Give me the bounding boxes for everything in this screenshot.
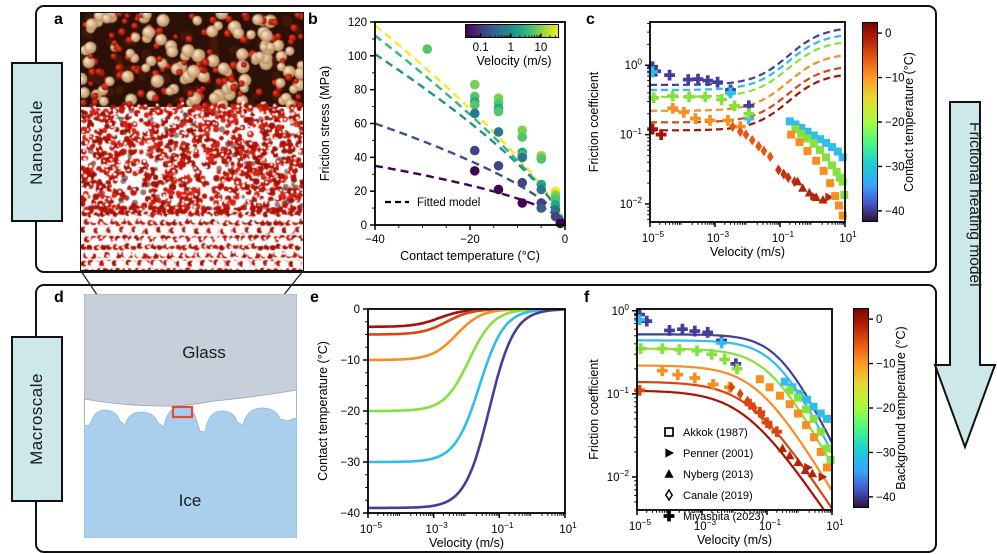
contact-temperature-colorbar (862, 22, 878, 222)
svg-text:10−3: 10−3 (426, 521, 449, 536)
svg-text:Friction coefficient: Friction coefficient (587, 71, 601, 172)
panel-letter-d: d (54, 289, 64, 306)
svg-text:Background temperature (°C): Background temperature (°C) (894, 326, 908, 489)
svg-text:Friction coefficient: Friction coefficient (587, 359, 601, 460)
svg-text:Contact temperature (°C): Contact temperature (°C) (400, 249, 540, 263)
panel-c-chart: 10−5 10−3 10−1 101 100 10−1 10−2 Velocity (m/s)… (587, 21, 916, 259)
panel-letter-e: e (310, 289, 319, 306)
svg-text:−20: −20 (340, 406, 360, 418)
svg-text:100: 100 (612, 303, 630, 318)
svg-text:10−1: 10−1 (620, 127, 643, 142)
svg-text:Velocity (m/s): Velocity (m/s) (476, 54, 551, 68)
svg-text:−10: −10 (876, 359, 896, 371)
svg-text:10−5: 10−5 (642, 230, 665, 245)
svg-text:Nyberg (2013): Nyberg (2013) (683, 469, 753, 481)
svg-text:101: 101 (826, 518, 844, 533)
panel-letter-c: c (586, 11, 595, 28)
svg-text:60: 60 (354, 119, 367, 131)
svg-text:20: 20 (354, 186, 367, 198)
svg-text:101: 101 (839, 230, 857, 245)
svg-text:10−1: 10−1 (759, 518, 782, 533)
panel-f-chart: 10−5 10−3 10−1 101 100 10−1 10−2 Velocity (m/s)… (587, 303, 908, 547)
nanoscale-label-box: Nanoscale (11, 62, 63, 222)
svg-text:Miyashita (2023): Miyashita (2023) (683, 511, 764, 523)
svg-text:−30: −30 (340, 457, 360, 469)
macroscale-label-box: Macroscale (11, 336, 63, 502)
svg-text:−10: −10 (885, 73, 905, 85)
svg-text:10−5: 10−5 (360, 521, 383, 536)
svg-text:0: 0 (562, 234, 568, 246)
svg-text:10: 10 (535, 42, 548, 54)
svg-text:100: 100 (625, 57, 643, 72)
svg-text:0: 0 (354, 304, 360, 316)
velocity-colorbar (465, 24, 559, 38)
svg-text:−20: −20 (460, 234, 480, 246)
svg-text:Fitted model: Fitted model (417, 197, 480, 209)
arrow-label: Frictional heating model (966, 122, 983, 287)
svg-text:0: 0 (876, 314, 882, 326)
svg-text:Contact temperature (°C): Contact temperature (°C) (316, 341, 330, 481)
svg-text:10−3: 10−3 (694, 518, 717, 533)
macroscale-label: Macroscale (27, 373, 46, 465)
background-temperature-colorbar (853, 308, 869, 508)
svg-text:10−2: 10−2 (620, 196, 643, 211)
glass-ice-schematic: Glass Ice (84, 294, 297, 538)
svg-text:Velocity (m/s): Velocity (m/s) (710, 245, 785, 259)
svg-text:−10: −10 (340, 355, 360, 367)
panel-letter-a: a (54, 11, 63, 28)
svg-text:Friction stress (MPa): Friction stress (MPa) (318, 66, 332, 181)
md-simulation-snapshot (80, 12, 304, 271)
panel-e-chart: 10−5 10−3 10−1 101 0 −10 −20 −30 −40 Velocity (m/… (316, 304, 577, 550)
svg-text:−40: −40 (876, 492, 896, 504)
svg-text:Akkok (1987): Akkok (1987) (683, 427, 748, 439)
frictional-heating-arrow: Frictional heating model (933, 101, 997, 450)
svg-text:10−3: 10−3 (707, 230, 730, 245)
svg-text:10−1: 10−1 (772, 230, 795, 245)
ice-label: Ice (179, 491, 202, 510)
svg-text:10−1: 10−1 (491, 521, 514, 536)
panel-b-chart: −40 −20 0 0 20 40 60 80 100 120 Contact temperatur… (318, 17, 568, 263)
svg-text:Contact temperature (°C): Contact temperature (°C) (902, 52, 916, 192)
panel-letter-f: f (584, 289, 590, 306)
svg-text:Canale (2019): Canale (2019) (683, 490, 753, 502)
svg-text:−40: −40 (365, 234, 385, 246)
svg-text:120: 120 (348, 17, 367, 29)
svg-text:10−1: 10−1 (607, 386, 630, 401)
svg-text:10−5: 10−5 (629, 518, 652, 533)
svg-text:0: 0 (361, 220, 367, 232)
svg-text:10−2: 10−2 (607, 469, 630, 484)
svg-text:Velocity (m/s): Velocity (m/s) (697, 533, 772, 547)
svg-text:−40: −40 (885, 206, 905, 218)
panel-letter-b: b (308, 11, 318, 28)
svg-text:Penner (2001): Penner (2001) (683, 448, 753, 460)
svg-text:−40: −40 (340, 508, 360, 520)
svg-text:−30: −30 (876, 447, 896, 459)
svg-text:80: 80 (354, 85, 367, 97)
svg-text:−20: −20 (885, 117, 905, 129)
glass-label: Glass (182, 343, 225, 362)
nanoscale-label: Nanoscale (27, 99, 46, 185)
svg-text:100: 100 (348, 51, 367, 63)
svg-text:40: 40 (354, 152, 367, 164)
svg-text:Velocity (m/s): Velocity (m/s) (429, 536, 504, 550)
svg-text:101: 101 (559, 521, 577, 536)
svg-text:0.1: 0.1 (473, 42, 489, 54)
svg-text:1: 1 (508, 42, 514, 54)
svg-text:0: 0 (885, 28, 891, 40)
svg-text:−20: −20 (876, 403, 896, 415)
svg-text:−30: −30 (885, 161, 905, 173)
